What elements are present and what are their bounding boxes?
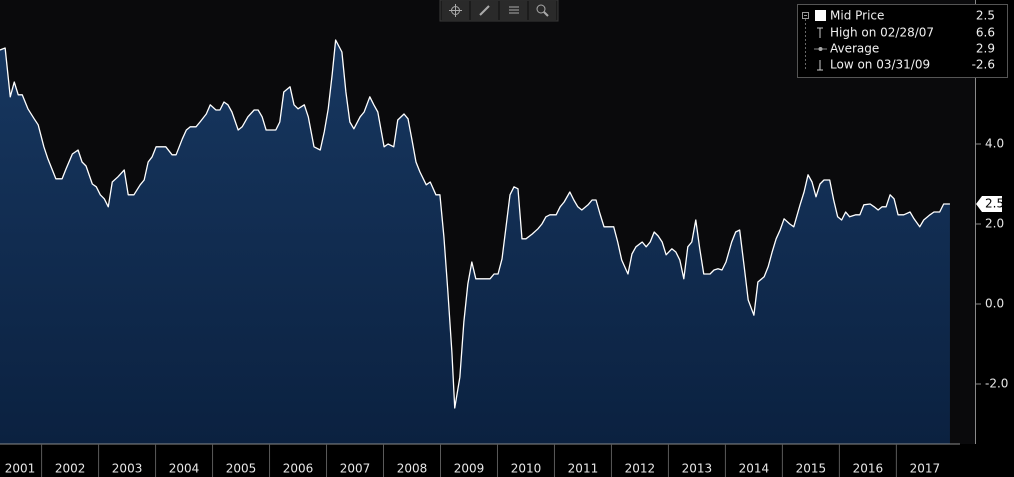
area-fill [0,40,950,444]
toolbar [439,0,559,22]
legend-label: Mid Price [830,9,884,23]
x-tick-label: 2016 [853,462,884,476]
x-tick-label: 2002 [55,462,86,476]
legend-value: 2.5 [976,9,995,23]
price-line [0,39,950,409]
x-tick-label: 2012 [625,462,656,476]
x-tick-label: 2010 [511,462,542,476]
legend-swatch [815,10,826,21]
legend-label: Low on 03/31/09 [830,58,930,72]
toolbar-frame [439,0,559,22]
zoom-button[interactable] [529,1,556,20]
crosshair-button[interactable] [442,1,469,20]
x-tick-label: 2008 [397,462,428,476]
button[interactable] [529,1,556,20]
legend-average-icon [818,47,823,51]
last-value-label: 2.5 [985,197,1004,211]
y-tick-label: 4.0 [985,137,1004,151]
icon [479,5,490,16]
icon [543,11,549,17]
legend-frame [797,4,1008,78]
x-tick-label: 2001 [5,462,36,476]
x-tick-label: 2009 [454,462,485,476]
y-tick-label: 2.0 [985,217,1004,231]
axes: 6.04.02.00.0-2.0200120022003200420052006… [5,57,1008,477]
legend-value: 6.6 [976,26,995,40]
x-tick-label: 2007 [340,462,371,476]
y-tick-label: -2.0 [985,377,1008,391]
x-axis-band [0,444,1014,477]
collapse-icon[interactable] [802,12,809,19]
x-tick-label: 2006 [283,462,314,476]
last-value-tag [976,196,1002,212]
x-tick-label: 2005 [226,462,257,476]
x-tick-label: 2015 [796,462,827,476]
y-tick-label: 0.0 [985,297,1004,311]
legend-value: -2.6 [972,58,995,72]
x-tick-label: 2003 [112,462,143,476]
x-tick-label: 2013 [682,462,713,476]
plot [0,39,950,444]
legend-label: Average [830,42,879,56]
legend-label: High on 02/28/07 [830,26,934,40]
list-button[interactable] [500,1,527,20]
icon [536,4,546,14]
x-tick-label: 2004 [169,462,200,476]
legend: Mid Price High on 02/28/07 Average Low o… [797,4,1008,78]
x-tick-label: 2017 [910,462,941,476]
x-tick-label: 2011 [568,462,599,476]
legend-value: 2.9 [976,42,995,56]
x-tick-label: 2014 [739,462,770,476]
draw-button[interactable] [471,1,498,20]
